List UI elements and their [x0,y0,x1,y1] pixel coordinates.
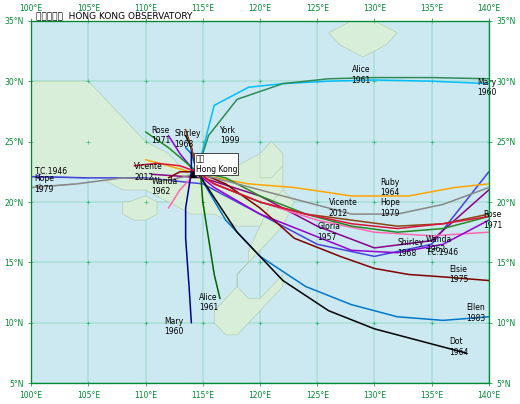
Text: Vicente
2012: Vicente 2012 [329,198,357,218]
Text: T.C.1946: T.C.1946 [426,248,459,257]
Text: T.C.1946: T.C.1946 [35,167,68,176]
Text: Vicente
2012: Vicente 2012 [134,162,163,181]
Text: Alice
1961: Alice 1961 [199,292,218,312]
Polygon shape [31,81,283,226]
Polygon shape [260,141,283,178]
Text: Rose
1971: Rose 1971 [151,126,171,145]
Text: Hope
1979: Hope 1979 [35,174,55,194]
Polygon shape [329,21,397,57]
Text: Ellen
1983: Ellen 1983 [466,303,485,323]
Text: Alice
1961: Alice 1961 [352,65,371,85]
Text: Elsie
1975: Elsie 1975 [449,265,468,284]
Text: Shirley
1968: Shirley 1968 [397,238,424,258]
Text: 香港
Hong Kong: 香港 Hong Kong [196,154,237,174]
Text: Ruby
1964: Ruby 1964 [380,178,399,197]
Text: Rose
1971: Rose 1971 [483,210,502,230]
Text: Wanda
1962: Wanda 1962 [426,235,452,254]
Text: 香港天文台  HONG KONG OBSERVATORY: 香港天文台 HONG KONG OBSERVATORY [36,12,192,21]
Text: Mary
1960: Mary 1960 [164,317,184,336]
Text: Mary
1960: Mary 1960 [477,78,497,97]
Text: Dot
1964: Dot 1964 [449,337,468,357]
Text: Hope
1979: Hope 1979 [380,198,400,218]
Polygon shape [214,190,294,335]
Text: Gloria
1957: Gloria 1957 [317,223,340,242]
Text: Shirley
1968: Shirley 1968 [174,130,201,149]
Text: York
1999: York 1999 [220,126,239,145]
Polygon shape [123,196,157,220]
Text: Wanda
1962: Wanda 1962 [151,177,177,196]
